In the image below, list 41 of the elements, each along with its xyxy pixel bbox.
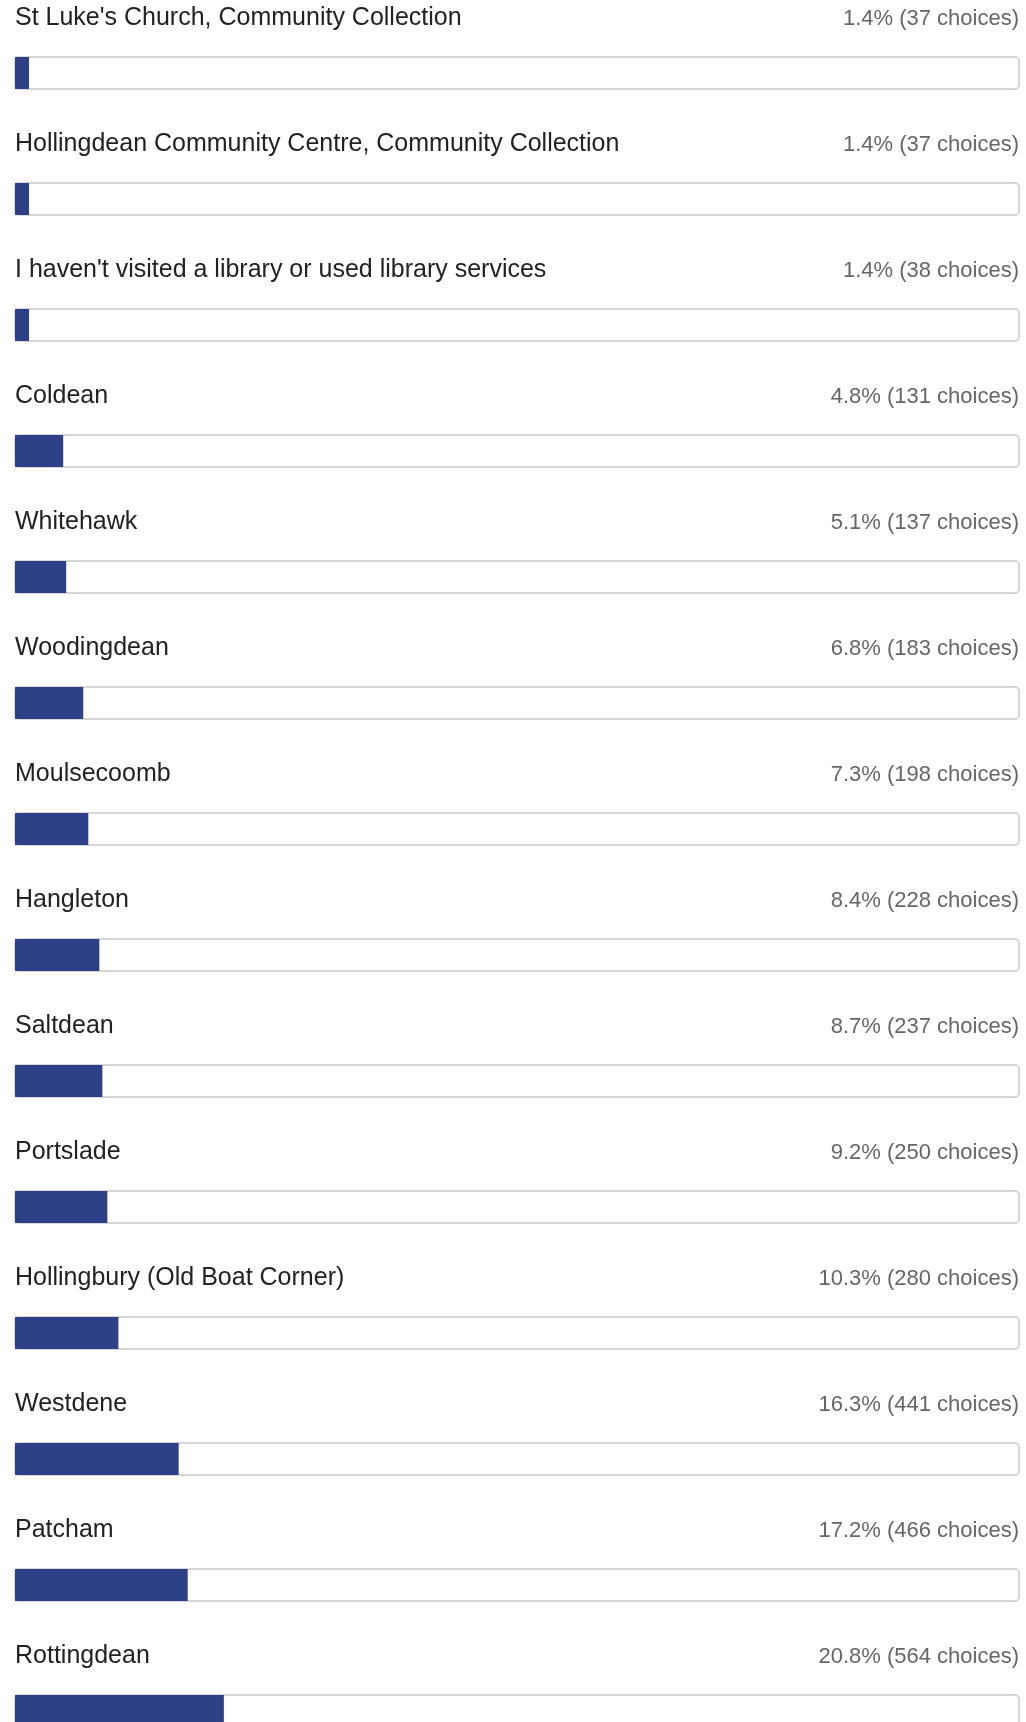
y-tick-label: Whitehawk xyxy=(15,506,138,534)
data-label: 17.2% (466 choices) xyxy=(818,1517,1019,1542)
y-tick-label: I haven't visited a library or used library services xyxy=(15,254,547,282)
bar xyxy=(15,183,30,215)
bar xyxy=(15,57,30,89)
bar xyxy=(15,1065,103,1097)
y-tick-label: Hollingbury (Old Boat Corner) xyxy=(15,1262,345,1290)
bar xyxy=(15,309,30,341)
bar xyxy=(15,687,84,719)
data-label: 8.7% (237 choices) xyxy=(830,1013,1019,1038)
data-label: 8.4% (228 choices) xyxy=(830,887,1019,912)
y-tick-label: Woodingdean xyxy=(15,632,169,660)
bar xyxy=(15,1191,108,1223)
data-label: 10.3% (280 choices) xyxy=(818,1265,1019,1290)
y-tick-label: Coldean xyxy=(15,380,109,408)
bar xyxy=(15,813,89,845)
bar xyxy=(15,435,64,467)
data-label: 1.4% (38 choices) xyxy=(842,257,1019,282)
bar xyxy=(15,1317,119,1349)
data-label: 20.8% (564 choices) xyxy=(818,1643,1019,1668)
y-tick-label: Rottingdean xyxy=(15,1640,150,1668)
y-tick-label: Portslade xyxy=(15,1136,121,1164)
y-tick-label: Hangleton xyxy=(15,884,129,912)
data-label: 4.8% (131 choices) xyxy=(830,383,1019,408)
y-tick-label: Moulsecoomb xyxy=(15,758,171,786)
data-label: 6.8% (183 choices) xyxy=(830,635,1019,660)
bar xyxy=(15,561,67,593)
data-label: 5.1% (137 choices) xyxy=(830,509,1019,534)
bar xyxy=(15,1443,179,1475)
data-label: 9.2% (250 choices) xyxy=(830,1139,1019,1164)
y-tick-label: Westdene xyxy=(15,1388,128,1416)
y-tick-label: Saltdean xyxy=(15,1010,114,1038)
data-label: 7.3% (198 choices) xyxy=(830,761,1019,786)
data-label: 16.3% (441 choices) xyxy=(818,1391,1019,1416)
data-label: 1.4% (37 choices) xyxy=(842,131,1019,156)
y-tick-label: Hollingdean Community Centre, Community Collection xyxy=(15,128,620,156)
y-tick-label: St Luke's Church, Community Collection xyxy=(15,2,462,30)
bar xyxy=(15,939,100,971)
y-tick-label: Patcham xyxy=(15,1514,114,1542)
bar xyxy=(15,1569,188,1601)
data-label: 1.4% (37 choices) xyxy=(842,5,1019,30)
